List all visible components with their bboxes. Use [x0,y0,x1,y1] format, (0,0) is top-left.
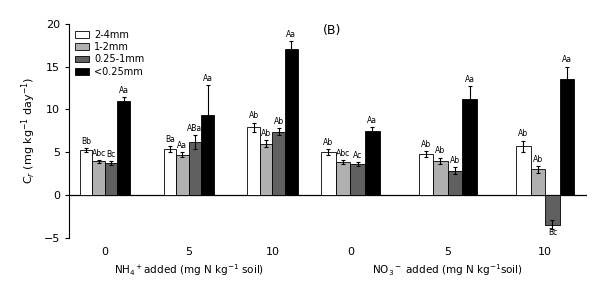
X-axis label: NO$_3$$^-$ added (mg N kg$^{-1}$soil): NO$_3$$^-$ added (mg N kg$^{-1}$soil) [373,262,523,278]
Text: Bc: Bc [548,228,557,237]
Bar [117,101,130,195]
Bar [433,161,448,195]
Text: Aa: Aa [202,74,213,83]
Y-axis label: C$_r$ (mg kg$^{-1}$ day$^{-1}$): C$_r$ (mg kg$^{-1}$ day$^{-1}$) [19,77,38,184]
Bar [201,115,214,195]
Text: Ab: Ab [435,146,446,156]
Text: Aa: Aa [286,30,297,39]
Text: Aa: Aa [367,116,377,125]
Bar [516,146,531,195]
Bar [80,150,92,195]
Text: Bb: Bb [81,137,91,146]
Bar [189,142,201,195]
Text: Aa: Aa [465,75,474,84]
Bar [273,132,285,195]
Bar [531,169,545,195]
Bar [260,143,273,195]
Text: (A): (A) [313,24,331,37]
X-axis label: NH$_4$$^+$added (mg N kg$^{-1}$ soil): NH$_4$$^+$added (mg N kg$^{-1}$ soil) [114,262,264,278]
Bar [247,127,260,195]
Bar [321,152,336,195]
Bar [350,164,365,195]
Text: Ab: Ab [249,111,259,120]
Bar [448,171,462,195]
Text: ABa: ABa [187,124,202,133]
Bar [419,154,433,195]
Text: Ab: Ab [450,156,460,165]
Text: Ab: Ab [274,116,284,126]
Bar [462,99,477,195]
Bar [336,162,350,195]
Text: Aa: Aa [119,86,129,95]
Text: Aa: Aa [177,141,187,150]
Text: Ab: Ab [518,129,528,138]
Text: Bc: Bc [107,150,116,159]
Bar [559,79,574,195]
Bar [285,49,298,195]
Bar [365,131,380,195]
Text: Ab: Ab [533,155,543,164]
Legend: 2-4mm, 1-2mm, 0.25-1mm, <0.25mm: 2-4mm, 1-2mm, 0.25-1mm, <0.25mm [74,29,146,78]
Text: Abc: Abc [336,149,350,158]
Bar [164,148,176,195]
Text: Ba: Ba [165,135,175,143]
Text: Ab: Ab [323,138,334,146]
Text: (B): (B) [322,24,341,37]
Text: Ac: Ac [353,151,362,160]
Bar [545,195,559,225]
Text: Abc: Abc [92,148,106,158]
Text: Ab: Ab [261,129,271,138]
Text: Ab: Ab [420,140,431,148]
Bar [176,155,189,195]
Bar [92,162,105,195]
Text: Aa: Aa [562,55,572,64]
Bar [105,163,117,195]
